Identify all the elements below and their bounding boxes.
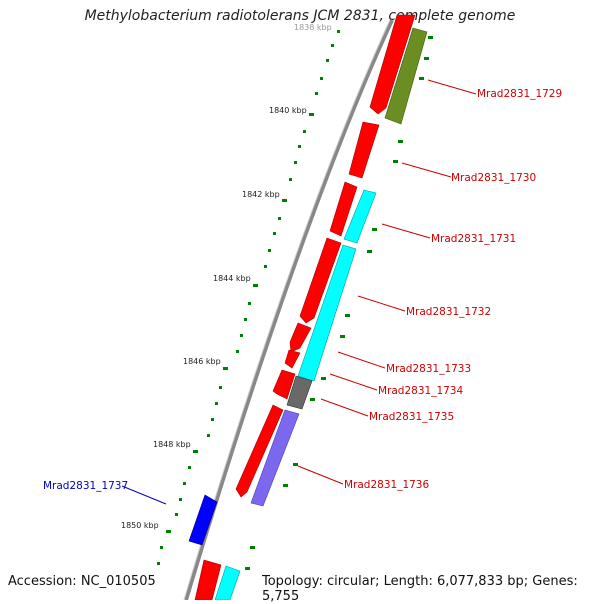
leader-lines <box>121 79 477 505</box>
inner-ticks <box>245 36 433 570</box>
gene-label[interactable]: Mrad2831_1736 <box>344 479 429 491</box>
cds-feature[interactable] <box>235 404 284 498</box>
dotted-ruler <box>157 30 340 565</box>
cds-feature[interactable] <box>289 322 312 353</box>
cds-feature[interactable] <box>284 349 301 369</box>
cds-feature[interactable] <box>272 369 296 400</box>
gene-label[interactable]: Mrad2831_1731 <box>431 233 516 245</box>
ruler-label: 1850 kbp <box>121 521 159 530</box>
cog-feature-gray[interactable] <box>286 375 313 410</box>
ruler-labels: 1838 kbp 1840 kbp 1842 kbp 1844 kbp 1846… <box>121 23 332 530</box>
cds-feature[interactable] <box>329 181 358 237</box>
cog-feature-cyan[interactable] <box>343 189 377 244</box>
gene-label[interactable]: Mrad2831_1729 <box>477 88 562 100</box>
cog-feature-cyan[interactable] <box>297 244 357 382</box>
gene-labels: Mrad2831_1729 Mrad2831_1730 Mrad2831_173… <box>43 88 562 492</box>
cds-feature[interactable] <box>299 237 342 324</box>
ruler-label: 1844 kbp <box>213 274 251 283</box>
ruler-label: 1848 kbp <box>153 440 191 449</box>
cog-feature-olive[interactable] <box>384 27 428 125</box>
cds-track <box>194 14 416 600</box>
gene-label[interactable]: Mrad2831_1737 <box>43 480 128 492</box>
cog-track <box>188 27 428 600</box>
gene-label[interactable]: Mrad2831_1733 <box>386 363 471 375</box>
ruler-label: 1840 kbp <box>269 106 307 115</box>
gene-label[interactable]: Mrad2831_1734 <box>378 385 463 397</box>
accession-text: Accession: NC_010505 <box>8 574 156 589</box>
cds-feature[interactable] <box>348 121 380 179</box>
cog-feature-cyan[interactable] <box>214 565 241 600</box>
gene-label[interactable]: Mrad2831_1735 <box>369 411 454 423</box>
ruler-label: 1846 kbp <box>183 357 221 366</box>
cds-feature[interactable] <box>369 14 416 115</box>
cog-feature-purple[interactable] <box>250 409 300 507</box>
ruler-label: 1842 kbp <box>242 190 280 199</box>
ruler-label: 1838 kbp <box>294 23 332 32</box>
gene-label[interactable]: Mrad2831_1730 <box>451 172 536 184</box>
backbone-highlight <box>183 19 391 600</box>
gene-label[interactable]: Mrad2831_1732 <box>406 306 491 318</box>
cog-feature-blue[interactable] <box>188 494 218 546</box>
backbone-line <box>184 19 394 600</box>
cds-feature[interactable] <box>194 559 222 600</box>
